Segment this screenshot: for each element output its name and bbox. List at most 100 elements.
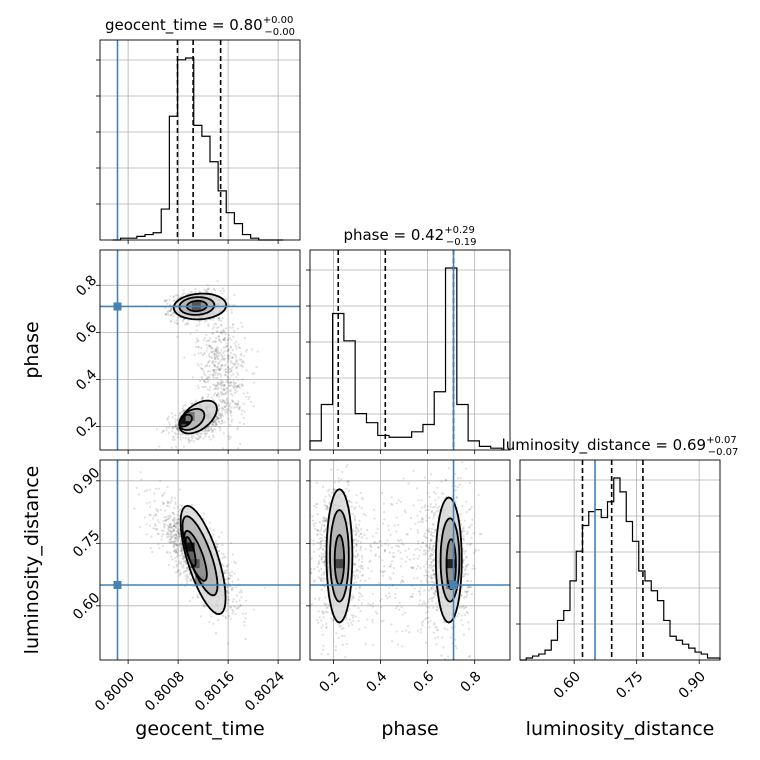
sample-point — [175, 565, 178, 568]
sample-point — [303, 543, 305, 545]
sample-point — [203, 351, 206, 355]
sample-point — [223, 330, 226, 333]
sample-point — [237, 346, 241, 349]
sample-point — [220, 353, 223, 356]
sample-point — [241, 384, 245, 387]
sample-point — [222, 357, 225, 360]
sample-point — [213, 419, 216, 422]
sample-point — [323, 611, 326, 614]
sample-point — [240, 384, 243, 387]
sample-point — [432, 512, 436, 515]
sample-point — [219, 375, 222, 378]
sample-point — [454, 485, 457, 488]
sample-point — [225, 564, 228, 568]
sample-point — [226, 375, 229, 378]
sample-point — [178, 429, 181, 433]
sample-point — [184, 560, 187, 563]
sample-point — [206, 429, 209, 432]
sample-point — [151, 550, 154, 554]
sample-point — [163, 492, 166, 495]
sample-point — [319, 530, 322, 533]
sample-point — [323, 561, 326, 564]
sample-point — [233, 385, 236, 388]
sample-point — [200, 367, 203, 370]
sample-point — [184, 433, 187, 436]
sample-point — [465, 467, 468, 470]
sample-point — [321, 523, 324, 526]
sample-point — [230, 356, 233, 359]
sample-point — [224, 392, 227, 395]
sample-point — [231, 612, 234, 615]
sample-point — [333, 481, 336, 484]
sample-point — [244, 612, 247, 615]
sample-point — [242, 361, 245, 364]
sample-point — [360, 555, 363, 558]
sample-point — [214, 356, 217, 359]
sample-point — [176, 427, 179, 430]
sample-point — [316, 529, 320, 532]
scatter-panel-luminosity_distance-vs-geocent_time — [96, 459, 301, 664]
sample-point — [221, 543, 224, 547]
sample-point — [239, 364, 242, 367]
sample-point — [185, 562, 188, 565]
sample-point — [222, 346, 225, 349]
sample-point — [223, 389, 226, 392]
sample-point — [226, 565, 229, 568]
sample-point — [435, 643, 438, 646]
sample-point — [223, 569, 226, 572]
sample-point — [218, 368, 221, 371]
sample-point — [210, 396, 213, 399]
sample-point — [323, 498, 326, 501]
sample-point — [467, 585, 471, 589]
sample-point — [155, 428, 159, 431]
sample-point — [224, 411, 227, 414]
sample-point — [192, 435, 195, 438]
sample-point — [223, 401, 227, 404]
sample-point — [323, 602, 326, 605]
sample-point — [179, 438, 183, 441]
sample-point — [230, 393, 233, 396]
sample-point — [164, 524, 167, 527]
grid-lines — [100, 40, 300, 240]
sample-point — [221, 563, 224, 566]
sample-point — [212, 421, 215, 424]
sample-point — [168, 523, 171, 526]
sample-point — [360, 566, 363, 570]
sample-point — [423, 602, 426, 605]
density-cell — [185, 542, 195, 552]
sample-point — [195, 324, 199, 327]
sample-point — [152, 517, 155, 520]
sample-point — [227, 577, 230, 580]
sample-point — [312, 580, 315, 583]
sample-point — [175, 298, 178, 301]
sample-point — [230, 411, 233, 414]
sample-point — [223, 399, 226, 402]
sample-point — [187, 438, 190, 441]
sample-point — [139, 471, 142, 474]
sample-point — [355, 549, 358, 552]
sample-point — [229, 360, 232, 363]
sample-point — [323, 504, 326, 507]
sample-point — [183, 356, 186, 359]
sample-point — [176, 427, 179, 430]
sample-point — [213, 383, 216, 387]
sample-point — [232, 335, 235, 338]
sample-point — [238, 358, 241, 361]
sample-point — [202, 339, 205, 342]
sample-point — [228, 368, 232, 371]
sample-point — [365, 537, 368, 540]
sample-point — [166, 417, 169, 420]
sample-point — [190, 290, 193, 293]
sample-point — [160, 535, 163, 538]
sample-point — [174, 542, 177, 545]
sample-point — [182, 437, 185, 440]
sample-point — [197, 596, 200, 599]
sample-point — [320, 558, 323, 561]
sample-point — [467, 627, 470, 631]
sample-point — [354, 538, 357, 541]
sample-point — [237, 606, 240, 609]
sample-point — [177, 531, 180, 534]
sample-point — [211, 327, 214, 330]
sample-point — [227, 381, 230, 384]
sample-point — [173, 556, 177, 559]
